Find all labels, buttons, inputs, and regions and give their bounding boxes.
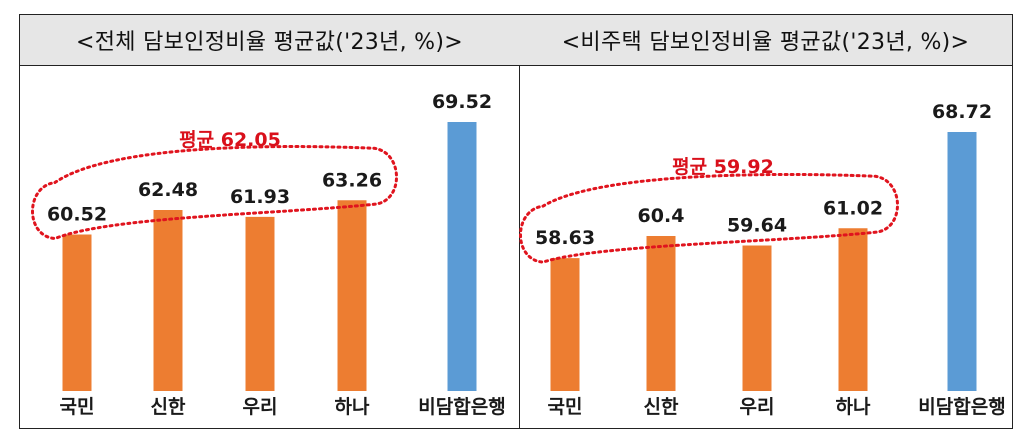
bar-chart-nonhousing: 58.63 국민 60.4 신한 59.64 우리 61.02 하나 68.72 비담합은행 평균 … [519,101,1006,418]
chart-panel-total: <전체 담보인정비율 평균값('23년, %)> 60.52 국민 62.48 신한 6… [20,15,520,428]
value-label: 69.52 [432,91,492,113]
chart-panel-nonhousing: <비주택 담보인정비율 평균값('23년, %)> 58.63 국민 60.4 신한 5… [519,15,1012,428]
value-label: 68.72 [932,101,992,123]
average-outline [519,172,899,264]
bar-chart-total: 60.52 국민 62.48 신한 61.93 우리 63.26 하나 69.52 비담합은행 평균… [31,91,506,418]
chart-title: <전체 담보인정비율 평균값('23년, %)> [75,30,464,55]
bar-bank [337,200,367,391]
category-label: 하나 [836,396,871,418]
category-label: 신한 [644,396,679,418]
bar-bank [153,210,183,391]
value-label: 59.64 [727,215,787,237]
category-label: 우리 [740,396,775,418]
bar-nonbank [947,132,977,391]
category-label: 국민 [60,396,95,418]
category-label: 국민 [548,396,583,418]
bar-bank [245,216,275,391]
value-label: 61.93 [230,186,290,208]
category-label: 하나 [335,396,370,418]
chart-title: <비주택 담보인정비율 평균값('23년, %)> [561,30,970,55]
panel-header: <비주택 담보인정비율 평균값('23년, %)> [519,15,1012,66]
bar-bank [838,228,868,391]
panel-header: <전체 담보인정비율 평균값('23년, %)> [20,15,519,66]
bar-bank [646,236,676,391]
value-label: 63.26 [322,169,382,191]
value-label: 60.4 [638,205,685,227]
value-label: 58.63 [535,227,595,249]
value-label: 60.52 [47,204,107,226]
average-label: 평균 62.05 [179,129,281,151]
value-label: 61.02 [823,197,883,219]
bar-bank [742,245,772,391]
value-label: 62.48 [138,179,198,201]
bar-nonbank [447,122,477,391]
category-label: 우리 [243,396,278,418]
category-label: 비담합은행 [418,396,505,418]
category-label: 비담합은행 [918,396,1005,418]
average-outline [31,145,398,241]
category-label: 신한 [151,396,186,418]
bar-bank [62,234,92,391]
bar-bank [550,258,580,391]
average-label: 평균 59.92 [672,156,774,178]
chart-frame: <전체 담보인정비율 평균값('23년, %)> 60.52 국민 62.48 신한 6… [19,14,1013,429]
